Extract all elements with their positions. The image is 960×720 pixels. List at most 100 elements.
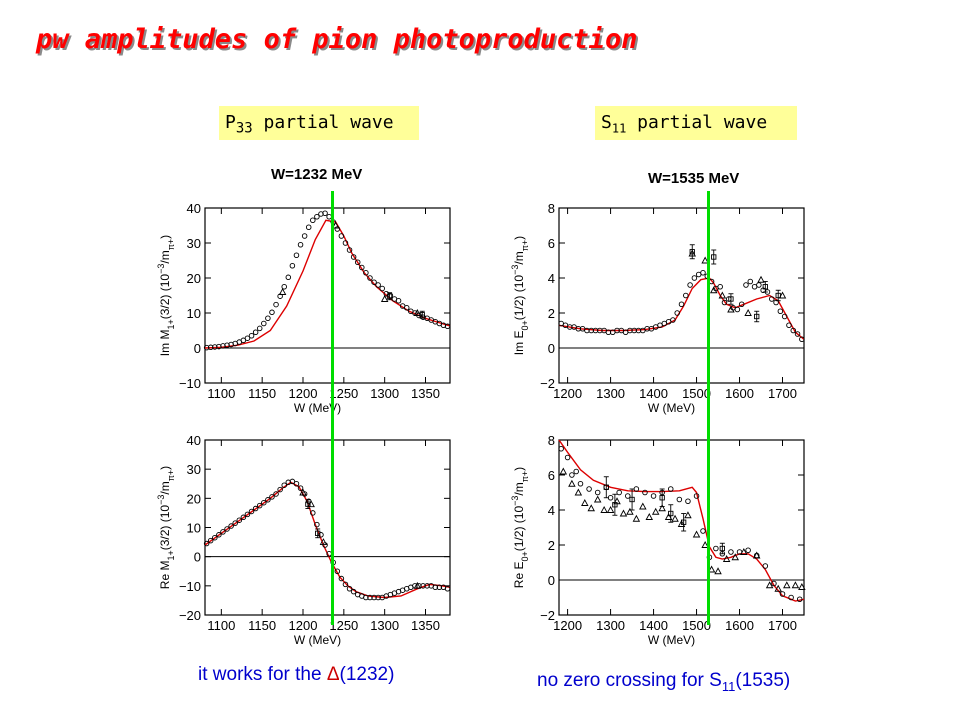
data-point-triangle (664, 513, 673, 520)
data-point-square (711, 254, 717, 260)
y-label-part: (3/2) (10 (158, 505, 172, 551)
data-point-circle (371, 594, 377, 601)
data-point-triangle (684, 511, 692, 519)
y-tick-label: 8 (548, 201, 555, 216)
x-axis-label: W (MeV) (648, 401, 695, 415)
y-label-part: /m (158, 481, 172, 494)
data-point-circle (558, 446, 564, 452)
data-point-triangle (701, 256, 709, 264)
data-point-circle (642, 489, 648, 496)
data-point-circle (777, 308, 784, 314)
data-point-triangle (740, 548, 748, 555)
y-tick-label: 6 (548, 236, 555, 251)
x-tick-label: 1300 (596, 618, 625, 633)
data-point-circle (252, 329, 259, 335)
y-label-sub: π+ (166, 239, 176, 250)
data-point-triangle (619, 509, 628, 517)
x-tick-label: 1100 (207, 386, 235, 401)
data-point-square (386, 293, 393, 299)
data-point-circle (691, 275, 698, 281)
y-tick-label: 0 (194, 341, 201, 356)
data-point-circle (685, 498, 691, 504)
y-axis-label: Re E0+(1/2) (10−3/mπ+) (510, 467, 530, 588)
x-tick-label: 1150 (248, 618, 276, 633)
caption-s11-sub: 11 (721, 678, 736, 694)
y-tick-label: −10 (179, 376, 201, 391)
y-label-sub: π+ (520, 471, 530, 482)
y-label-part: /m (158, 250, 172, 263)
data-point-circle (252, 505, 259, 512)
data-point-triangle (574, 488, 583, 496)
data-point-triangle (413, 309, 422, 316)
fit-curve (204, 219, 451, 349)
caption-delta-pre: it works for the (198, 664, 327, 685)
y-label-part: Im E (512, 331, 526, 356)
data-point-circle (289, 478, 296, 485)
caption-s11-pre: no zero crossing for S (537, 670, 722, 691)
data-point-triangle (707, 565, 716, 573)
data-point-circle (674, 310, 680, 316)
data-point-circle (269, 494, 275, 500)
data-point-triangle (718, 291, 727, 299)
y-tick-label: −10 (179, 579, 201, 594)
data-point-circle (273, 491, 279, 497)
x-tick-label: 1250 (329, 618, 358, 633)
y-label-part: (3/2) (10 (158, 274, 172, 320)
data-point-circle (444, 585, 451, 592)
data-point-circle (207, 344, 214, 351)
data-point-square (775, 292, 781, 299)
x-axis-label: W (MeV) (294, 633, 341, 647)
y-tick-label: 2 (548, 538, 555, 553)
data-point-triangle (299, 488, 307, 496)
data-point-square (754, 313, 760, 320)
x-tick-label: 1100 (207, 618, 235, 633)
data-point-circle (256, 502, 263, 509)
y-tick-label: 8 (548, 433, 555, 448)
y-label-part: Im M (158, 330, 172, 357)
x-tick-label: 1250 (329, 386, 358, 401)
data-point-circle (338, 233, 345, 239)
x-tick-label: 1350 (411, 386, 440, 401)
data-point-circle (781, 313, 788, 320)
w-1232-label: W=1232 MeV (271, 166, 363, 183)
data-point-square (689, 249, 695, 255)
data-point-circle (220, 529, 226, 535)
x-tick-label: 1300 (370, 386, 399, 401)
x-axis-label: W (MeV) (648, 633, 695, 647)
y-label-part: Re E (512, 562, 526, 589)
data-point-triangle (727, 305, 735, 313)
data-point-circle (788, 594, 794, 601)
data-point-triangle (774, 584, 782, 592)
y-label-sup: −3 (510, 496, 520, 506)
y-tick-label: 10 (187, 521, 201, 536)
data-point-circle (248, 508, 255, 515)
chart-im-e0plus: 1200 1300 1400 1500 1600 1700 −2 0 2 4 6 8 W (MeV) Im… (510, 201, 805, 415)
data-point-circle (350, 588, 357, 595)
data-point-circle (743, 282, 749, 288)
data-point-square (419, 312, 425, 318)
data-point-triangle (701, 541, 709, 548)
data-point-circle (342, 581, 349, 588)
data-point-triangle (677, 520, 686, 527)
y-label-sup: −3 (510, 265, 520, 275)
data-point-triangle (319, 538, 328, 546)
data-point-circle (573, 468, 579, 475)
y-tick-label: 20 (187, 491, 201, 506)
data-point-circle (683, 292, 689, 299)
data-point-circle (734, 306, 741, 313)
p33-sub: 33 (235, 120, 253, 137)
chart-re-e0plus: 1200 1300 1400 1500 1600 1700 −2 0 2 4 6 8 W (MeV) Re… (510, 433, 806, 647)
data-point-triangle (278, 288, 287, 295)
data-point-circle (322, 210, 328, 216)
x-axis-label: W (MeV) (294, 401, 341, 415)
data-point-triangle (692, 530, 701, 538)
data-point-circle (318, 532, 324, 538)
data-point-circle (420, 583, 426, 589)
data-point-circle (769, 296, 775, 302)
y-tick-label: 0 (548, 341, 555, 356)
data-point-circle (728, 549, 734, 555)
data-point-circle (586, 486, 592, 492)
data-point-circle (203, 344, 210, 351)
data-point-triangle (632, 514, 641, 522)
data-point-circle (747, 278, 754, 285)
